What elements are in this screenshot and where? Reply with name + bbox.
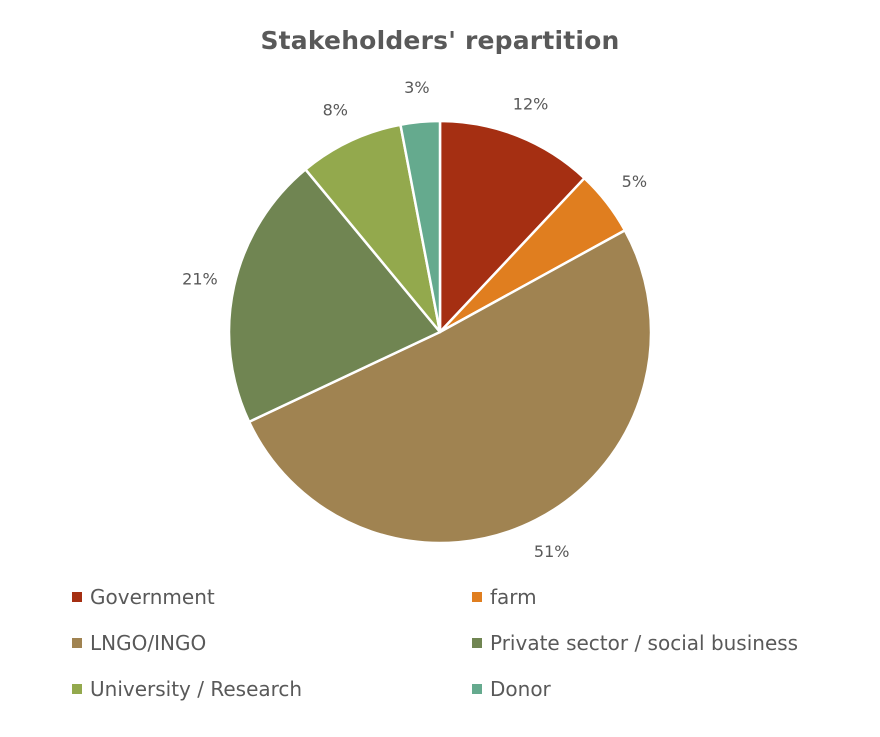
data-label: 51% bbox=[534, 542, 570, 561]
legend-label: Private sector / social business bbox=[490, 631, 799, 655]
legend-item: farm bbox=[472, 585, 537, 609]
pie-slice-private-sector-social-business bbox=[227, 168, 442, 424]
data-label: 8% bbox=[323, 100, 348, 119]
legend-label: University / Research bbox=[90, 677, 303, 701]
data-label: 3% bbox=[404, 78, 429, 97]
data-label: 21% bbox=[182, 269, 218, 288]
legend-label: farm bbox=[490, 585, 537, 609]
legend-label: Donor bbox=[490, 677, 551, 701]
data-label: 12% bbox=[513, 94, 549, 113]
legend-swatch bbox=[472, 592, 482, 602]
chart-title: Stakeholders' repartition bbox=[260, 26, 620, 55]
legend-swatch bbox=[72, 684, 82, 694]
pie-slice-government bbox=[438, 119, 586, 334]
legend-item: LNGO/INGO bbox=[72, 631, 206, 655]
legend-swatch bbox=[472, 638, 482, 648]
legend-item: Private sector / social business bbox=[472, 631, 798, 655]
legend-swatch bbox=[472, 684, 482, 694]
legend-item: Government bbox=[72, 585, 215, 609]
legend-label: LNGO/INGO bbox=[90, 631, 207, 655]
pie-slice-lngo-ingo bbox=[247, 229, 653, 545]
pie-slice-donor bbox=[399, 119, 442, 334]
legend-swatch bbox=[72, 592, 82, 602]
data-label: 5% bbox=[622, 172, 647, 191]
legend-swatch bbox=[72, 638, 82, 648]
legend-label: Government bbox=[90, 585, 215, 609]
legend-item: Donor bbox=[472, 677, 551, 701]
pie-slice-university-research bbox=[304, 123, 442, 334]
legend-item: University / Research bbox=[72, 677, 302, 701]
